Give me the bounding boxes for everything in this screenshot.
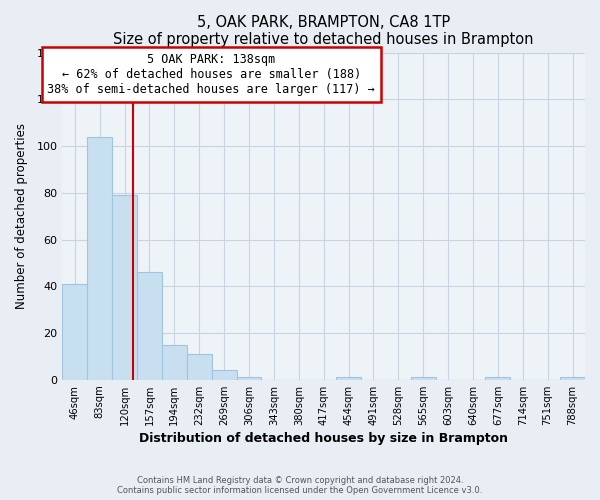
Bar bbox=[87, 137, 112, 380]
Bar bbox=[236, 378, 262, 380]
Bar bbox=[187, 354, 212, 380]
Bar bbox=[212, 370, 236, 380]
Bar bbox=[411, 378, 436, 380]
Title: 5, OAK PARK, BRAMPTON, CA8 1TP
Size of property relative to detached houses in B: 5, OAK PARK, BRAMPTON, CA8 1TP Size of p… bbox=[113, 15, 534, 48]
Text: 5 OAK PARK: 138sqm
← 62% of detached houses are smaller (188)
38% of semi-detach: 5 OAK PARK: 138sqm ← 62% of detached hou… bbox=[47, 52, 375, 96]
X-axis label: Distribution of detached houses by size in Brampton: Distribution of detached houses by size … bbox=[139, 432, 508, 445]
Y-axis label: Number of detached properties: Number of detached properties bbox=[15, 124, 28, 310]
Text: Contains HM Land Registry data © Crown copyright and database right 2024.
Contai: Contains HM Land Registry data © Crown c… bbox=[118, 476, 482, 495]
Bar bbox=[485, 378, 511, 380]
Bar bbox=[137, 272, 162, 380]
Bar bbox=[560, 378, 585, 380]
Bar bbox=[112, 195, 137, 380]
Bar bbox=[62, 284, 87, 380]
Bar bbox=[162, 345, 187, 380]
Bar bbox=[336, 378, 361, 380]
